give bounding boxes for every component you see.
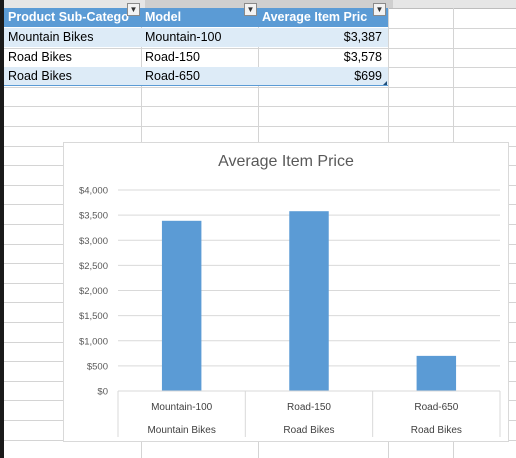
header-label: Product Sub-Catego bbox=[8, 10, 129, 24]
bar bbox=[416, 355, 457, 391]
x-tick-label: Road-150 bbox=[287, 402, 331, 413]
row-gridline bbox=[4, 87, 516, 88]
chevron-down-icon[interactable]: ▼ bbox=[373, 3, 386, 16]
x-tick-label: Mountain-100 bbox=[151, 402, 213, 413]
table-header-product-subcategory[interactable]: Product Sub-Catego bbox=[4, 8, 141, 27]
table-cell[interactable]: Road-150 bbox=[145, 50, 200, 64]
chart-plot: $0 $500 $1,000 $1,500 $2,000 $2,500 $3,000 $3,5… bbox=[79, 186, 501, 437]
table-cell[interactable]: Mountain-100 bbox=[141, 28, 258, 47]
y-tick-label: $500 bbox=[87, 361, 108, 372]
bar bbox=[161, 220, 202, 391]
x-group-label: Mountain Bikes bbox=[147, 425, 215, 436]
table-cell[interactable]: Road Bikes bbox=[8, 50, 72, 64]
header-label: Model bbox=[145, 10, 182, 24]
y-tick-label: $1,000 bbox=[79, 336, 108, 347]
bar bbox=[289, 211, 329, 391]
y-tick-label: $0 bbox=[97, 387, 108, 398]
table-header-average-item-price[interactable]: Average Item Pric bbox=[258, 8, 388, 27]
y-tick-label: $3,000 bbox=[79, 236, 108, 247]
table-cell[interactable]: $699 bbox=[258, 67, 388, 86]
table-cell[interactable]: $3,387 bbox=[258, 28, 388, 47]
chart-title: Average Item Price bbox=[218, 153, 354, 170]
y-tick-label: $1,500 bbox=[79, 311, 108, 322]
row-header-strip bbox=[0, 0, 4, 458]
header-label: Average Item Pric bbox=[262, 10, 368, 24]
row-gridline bbox=[4, 106, 516, 107]
row-gridline bbox=[4, 48, 516, 49]
x-group-label: Road Bikes bbox=[411, 425, 462, 436]
table-cell[interactable]: Road-650 bbox=[141, 67, 258, 86]
y-tick-label: $2,000 bbox=[79, 286, 108, 297]
chevron-down-icon[interactable]: ▼ bbox=[244, 3, 257, 16]
x-tick-label: Road-650 bbox=[414, 402, 458, 413]
row-gridline bbox=[4, 126, 516, 127]
chevron-down-icon[interactable]: ▼ bbox=[127, 3, 140, 16]
table-cell[interactable]: Road Bikes bbox=[4, 67, 141, 86]
y-tick-label: $3,500 bbox=[79, 211, 108, 222]
table-cell[interactable]: Mountain Bikes bbox=[4, 28, 141, 47]
selected-column-headers[interactable] bbox=[145, 0, 393, 8]
table-cell[interactable]: $3,578 bbox=[343, 50, 382, 64]
y-tick-label: $2,500 bbox=[79, 261, 108, 272]
y-tick-label: $4,000 bbox=[79, 186, 108, 197]
bar-chart[interactable]: Average Item Price $0 $500 $1,000 $1,500 $2,… bbox=[63, 142, 509, 442]
table-header-model[interactable]: Model bbox=[141, 8, 258, 27]
table-resize-handle[interactable] bbox=[383, 81, 387, 85]
x-group-label: Road Bikes bbox=[283, 425, 334, 436]
